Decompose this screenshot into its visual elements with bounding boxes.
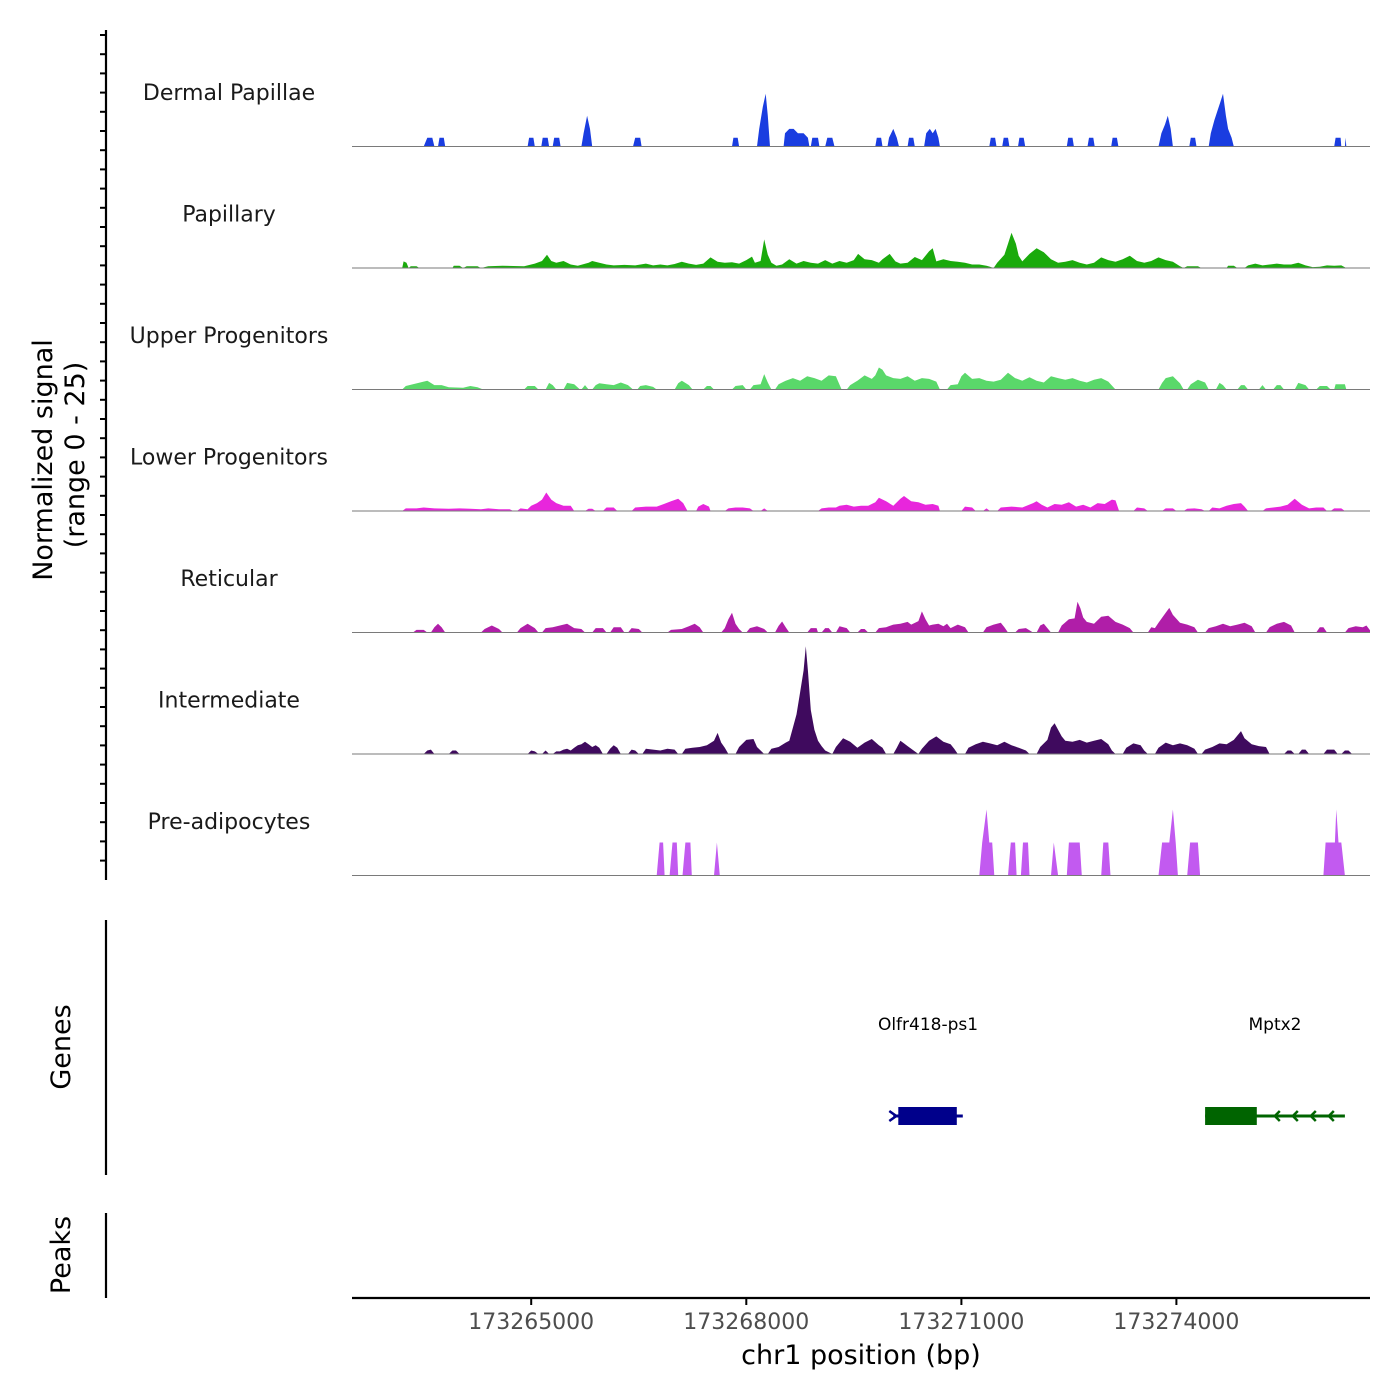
coverage-area [412, 601, 1370, 633]
strand-arrow [1273, 1110, 1281, 1122]
track-upper-progenitors: Upper Progenitors [130, 324, 1370, 391]
gene-olfr418-ps1: Olfr418-ps1 [878, 1015, 978, 1125]
y-axis-title-line2: (range 0 - 25) [60, 362, 91, 549]
track-label: Lower Progenitors [130, 446, 328, 471]
track-label: Papillary [182, 203, 276, 228]
coverage-area [402, 492, 1345, 511]
x-tick-label: 173271000 [898, 1310, 1024, 1335]
x-tick-label: 173274000 [1113, 1310, 1239, 1335]
track-reticular: Reticular [180, 567, 1370, 634]
track-label: Upper Progenitors [130, 324, 329, 349]
x-axis-title: chr1 position (bp) [741, 1340, 981, 1371]
x-axis-ticks: 173265000 173268000 173271000 173274000 [468, 1298, 1239, 1335]
gene-mptx2: Mptx2 [1205, 1015, 1345, 1125]
y-axis-title-line1: Normalized signal [28, 339, 59, 581]
gene-label: Olfr418-ps1 [878, 1015, 978, 1035]
coverage-axis-ticks [100, 34, 106, 862]
track-dermal-papillae: Dermal Papillae [143, 81, 1370, 148]
strand-arrow [1291, 1110, 1299, 1122]
coverage-tracks: Dermal Papillae Papillary Upper Progenitor… [130, 81, 1370, 877]
strand-arrow [1309, 1110, 1317, 1122]
x-tick-label: 173265000 [468, 1310, 594, 1335]
coverage-area [656, 809, 1345, 876]
x-tick-label: 173268000 [683, 1310, 809, 1335]
track-label: Reticular [180, 567, 278, 592]
peaks-panel-title: Peaks [46, 1216, 77, 1294]
track-label: Intermediate [158, 689, 300, 714]
track-intermediate: Intermediate [158, 646, 1370, 755]
coverage-area [402, 367, 1347, 390]
coverage-area [402, 232, 1347, 268]
track-label: Dermal Papillae [143, 81, 315, 106]
gene-track: Olfr418-ps1 Mptx2 [878, 1015, 1345, 1125]
strand-arrow [1327, 1110, 1335, 1122]
track-papillary: Papillary [182, 203, 1370, 269]
gene-exon [898, 1107, 957, 1125]
strand-arrow [888, 1109, 899, 1123]
gene-exon [1205, 1107, 1257, 1125]
gene-label: Mptx2 [1248, 1015, 1301, 1035]
track-pre-adipocytes: Pre-adipocytes [148, 809, 1370, 877]
genes-panel-title: Genes [46, 1004, 77, 1089]
track-lower-progenitors: Lower Progenitors [130, 446, 1370, 512]
track-label: Pre-adipocytes [148, 810, 311, 835]
